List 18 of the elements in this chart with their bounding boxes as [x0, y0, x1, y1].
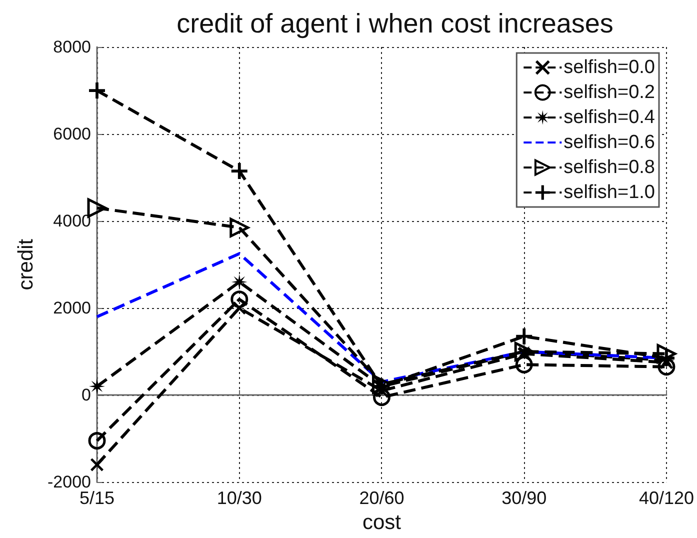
x-tick-label: 10/30 [216, 488, 262, 508]
y-tick-label: 4000 [53, 212, 91, 231]
x-tick-label: 20/60 [359, 488, 404, 508]
legend-label: selfish=0.0 [564, 57, 656, 78]
y-tick-label: 8000 [53, 38, 91, 56]
legend-label: selfish=1.0 [564, 182, 656, 203]
y-tick-label: 2000 [53, 298, 91, 318]
y-tick-label: 6000 [53, 124, 91, 144]
legend-label: selfish=0.4 [564, 107, 656, 128]
y-tick-label: 0 [82, 386, 91, 405]
legend-label: selfish=0.2 [564, 82, 656, 103]
chart-title: credit of agent i when cost increases [176, 8, 614, 38]
legend-label: selfish=0.6 [564, 132, 656, 153]
x-axis-title: cost [362, 511, 402, 534]
x-tick-label: 30/90 [502, 488, 547, 508]
legend-label: selfish=0.8 [564, 157, 656, 178]
y-axis-title: credit [14, 238, 38, 290]
x-tick-label: 40/120 [638, 488, 694, 508]
